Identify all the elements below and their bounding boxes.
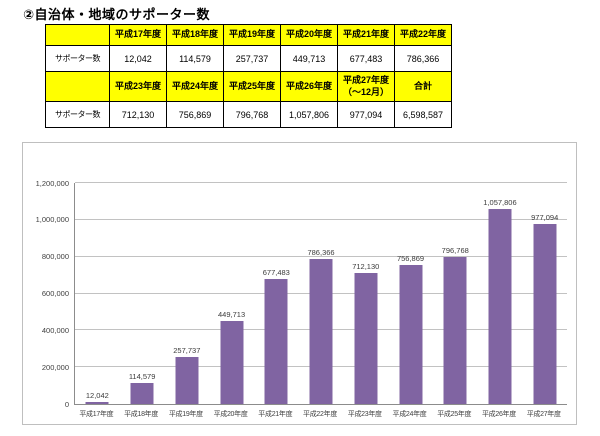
bar [85,401,109,404]
gridline [75,182,567,183]
year-header-cell: 平成20年度 [280,24,338,46]
bar-value-label: 449,713 [218,310,246,320]
bar-value-label: 712,130 [352,261,380,271]
bar-slot: 796,768 [433,183,478,404]
bar [399,264,422,404]
row-header-cell: サポーター数 [45,45,110,72]
gridline [75,255,567,257]
x-tick-label: 平成27年度 [526,411,561,418]
bar-slot: 1,057,806 [478,183,523,404]
value-cell: 796,768 [223,101,281,128]
value-cell: 786,366 [394,45,452,72]
x-axis-labels: 平成17年度 平成18年度 平成19年度 平成20年度 平成21年度 平成22年度 平成23… [74,409,566,419]
bar [130,382,154,404]
x-tick-label: 平成23年度 [347,411,382,418]
bar [533,224,557,404]
bar-slots: 12,042 114,579 257,737 449,713 677,483 786,36… [75,183,567,404]
bar-value-label: 977,094 [531,213,559,223]
year-header-cell: 合計 [394,71,452,102]
bar-value-label: 1,057,806 [483,198,517,208]
value-cell: 712,130 [109,101,167,128]
bar [354,272,378,404]
plot-area: 12,042 114,579 257,737 449,713 677,483 786,36… [74,182,567,405]
bar-value-label: 756,869 [396,253,425,263]
year-header-cell: 平成21年度 [337,24,395,46]
bar-slot: 257,737 [164,183,209,404]
x-tick-label: 平成18年度 [124,411,159,418]
supporters-bar-chart: 12,042 114,579 257,737 449,713 677,483 786,36… [22,142,577,425]
y-tick-label: 600,000 [41,289,69,298]
table-corner-cell [45,71,110,102]
year-header-cell: 平成25年度 [223,71,281,102]
bar-value-label: 12,042 [85,390,109,400]
table-corner-cell [45,24,110,46]
value-cell: 257,737 [223,45,281,72]
y-tick-label: 800,000 [41,252,69,262]
value-cell: 114,579 [166,45,224,72]
x-tick-label: 平成25年度 [437,411,472,418]
y-tick-label: 200,000 [41,362,69,372]
bar-slot: 677,483 [254,183,299,404]
value-cell: 449,713 [280,45,338,72]
x-tick-label: 平成17年度 [79,411,114,418]
table-body: 平成17年度 平成18年度 平成19年度 平成20年度 平成21年度 平成22年度 サポータ… [45,24,452,128]
bar [309,259,333,404]
value-cell: 677,483 [337,45,395,72]
table-header-row: 平成17年度 平成18年度 平成19年度 平成20年度 平成21年度 平成22年度 [45,24,452,46]
value-cell: 977,094 [337,101,395,128]
table-value-row: サポーター数 12,042 114,579 257,737 449,713 677,483… [45,45,452,72]
bar-slot: 712,130 [343,183,388,404]
bar-slot: 977,094 [522,183,567,404]
bar-slot: 12,042 [75,183,120,404]
bar-value-label: 114,579 [128,371,156,381]
bar [220,321,244,404]
value-cell: 1,057,806 [280,101,338,128]
x-tick-label: 平成26年度 [481,411,516,418]
row-header-cell: サポーター数 [45,101,110,128]
year-header-cell: 平成23年度 [109,71,167,102]
year-header-cell: 平成22年度 [394,24,452,46]
value-cell: 756,869 [166,101,224,128]
x-tick-label: 平成22年度 [303,411,338,418]
value-cell: 12,042 [109,45,167,72]
year-header-cell: 平成27年度 （～12月） [337,71,395,102]
year-header-cell: 平成19年度 [223,24,281,46]
value-cell: 6,598,587 [394,101,452,128]
bar [488,209,512,404]
gridline [75,218,567,220]
page-title: ②自治体・地域のサポーター数 [23,7,211,22]
year-header-cell: 平成18年度 [166,24,224,46]
year-header-cell: 平成17年度 [109,24,167,46]
table-header-row: 平成23年度 平成24年度 平成25年度 平成26年度 平成27年度 （～12月） 合計 [45,71,452,102]
bar [443,257,467,404]
bar-value-label: 786,366 [307,248,335,258]
bar-slot: 449,713 [209,183,254,404]
y-tick-label: 400,000 [41,325,69,335]
bar-slot: 786,366 [299,183,344,404]
bar [175,356,199,404]
x-tick-label: 平成21年度 [258,411,293,418]
table-value-row: サポーター数 712,130 756,869 796,768 1,057,806 977,… [45,101,452,128]
bar-slot: 756,869 [388,183,433,404]
y-tick-label: 1,200,000 [35,178,69,188]
bar-slot: 114,579 [120,183,165,404]
x-tick-label: 平成19年度 [168,411,203,418]
year-header-cell: 平成26年度 [280,71,338,102]
bar-value-label: 677,483 [262,268,290,278]
bar-value-label: 796,768 [441,246,469,256]
x-tick-label: 平成20年度 [213,411,248,418]
year-header-cell: 平成24年度 [166,71,224,102]
supporters-table: 平成17年度 平成18年度 平成19年度 平成20年度 平成21年度 平成22年度 サポータ… [45,24,452,128]
y-tick-label: 0 [64,399,69,409]
bar [264,279,288,404]
y-tick-label: 1,000,000 [35,215,69,225]
bar-value-label: 257,737 [173,345,201,355]
x-tick-label: 平成24年度 [392,411,427,418]
